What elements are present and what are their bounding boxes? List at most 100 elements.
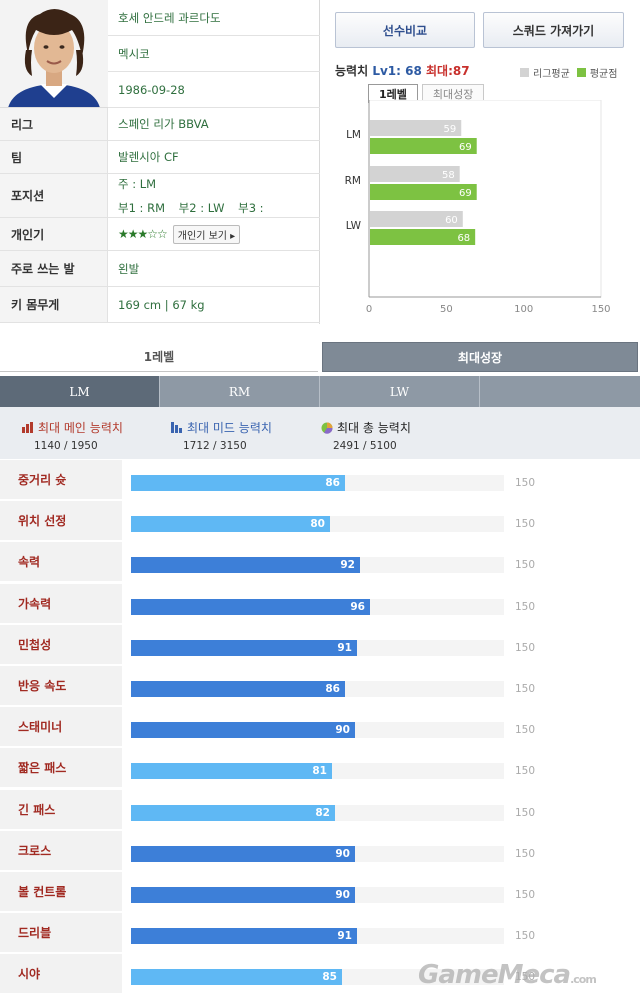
tab-max-growth[interactable]: 최대성장	[322, 342, 638, 372]
chart-x-tick-label: 100	[514, 304, 533, 315]
stat-max-value: 150	[515, 642, 536, 654]
player-info-panel: 호세 안드레 과르다도 멕시코 1986-09-28 리그 스페인 리가 BBV…	[0, 0, 320, 324]
body-value: 169 cm | 67 kg	[118, 297, 205, 312]
info-row-popularity: 개인기 ★★★☆☆ 개인기 보기 ▸	[0, 218, 320, 251]
tab-position-lw[interactable]: LW	[320, 376, 480, 407]
player-name: 호세 안드레 과르다도	[108, 0, 320, 36]
bar-chart-blue-icon	[171, 422, 182, 433]
stat-label: 속력	[0, 542, 122, 582]
tab-position-lm[interactable]: LM	[0, 376, 160, 407]
stat-row: 긴 패스 82 150	[0, 790, 640, 831]
stat-label: 반응 속도	[0, 666, 122, 706]
stat-track: 91	[131, 640, 504, 656]
info-row-team: 팀 발렌시아 CF	[0, 141, 320, 174]
summary-main-label: 최대 메인 능력치	[38, 421, 123, 435]
stat-bar: 92	[131, 557, 360, 573]
league-value: 스페인 리가 BBVA	[118, 117, 209, 131]
stat-row: 속력 92 150	[0, 542, 640, 583]
chart-x-tick-label: 0	[366, 304, 372, 315]
foot-label: 주로 쓰는 발	[0, 251, 108, 286]
stat-label: 가속력	[0, 584, 122, 624]
position-tabs: LM RM LW	[0, 376, 640, 407]
ability-panel: 선수비교 스쿼드 가져가기 능력치 Lv1: 68 최대:87 리그평균 평균점…	[320, 0, 640, 324]
stat-bar: 81	[131, 763, 332, 779]
popularity-view-button[interactable]: 개인기 보기 ▸	[172, 224, 241, 244]
stat-label: 시야	[0, 954, 122, 994]
chart-x-tick-label: 150	[591, 304, 610, 315]
stat-bar: 91	[131, 928, 357, 944]
chart-data-label: 68	[457, 233, 470, 244]
popularity-label: 개인기	[0, 218, 108, 250]
chart-bar-player-average	[370, 184, 477, 200]
sub-position-2: 부2 : LW	[178, 200, 225, 215]
chart-data-label: 58	[442, 170, 455, 181]
body-label: 키 몸무게	[0, 287, 108, 322]
stat-max-value: 150	[515, 477, 536, 489]
position-label: 포지션	[0, 174, 108, 217]
stat-row: 크로스 90 150	[0, 831, 640, 872]
stat-label: 크로스	[0, 831, 122, 871]
sub-positions: 부1 : RM 부2 : LW 부3 :	[118, 200, 274, 216]
summary-main: 최대 메인 능력치 1140 / 1950	[22, 419, 123, 452]
team-label: 팀	[0, 141, 108, 173]
chart-category-label: LW	[346, 220, 362, 232]
position-value: 주 : LM 부1 : RM 부2 : LW 부3 :	[108, 174, 320, 217]
stat-max-value: 150	[515, 765, 536, 777]
stat-bar: 86	[131, 681, 345, 697]
stat-max-value: 150	[515, 848, 536, 860]
player-avatar-image	[0, 0, 108, 107]
stat-track: 91	[131, 928, 504, 944]
stat-bar: 96	[131, 599, 370, 615]
pie-chart-icon	[321, 422, 333, 434]
legend-avg-swatch	[576, 68, 586, 77]
summary-mid: 최대 미드 능력치 1712 / 3150	[171, 419, 272, 452]
tab-position-rm[interactable]: RM	[160, 376, 320, 407]
stat-label: 드리블	[0, 913, 122, 953]
stat-max-value: 150	[515, 889, 536, 901]
sub-position-1: 부1 : RM	[118, 200, 165, 215]
take-squad-button[interactable]: 스쿼드 가져가기	[483, 12, 624, 48]
chart-legend: 리그평균 평균점	[520, 65, 617, 80]
summary-total-label: 최대 총 능력치	[337, 421, 411, 435]
stat-bar: 82	[131, 805, 335, 821]
chart-bar-league-average	[370, 166, 460, 182]
stat-row: 시야 85 150	[0, 954, 640, 995]
stat-bar: 90	[131, 846, 355, 862]
player-birth: 1986-09-28	[108, 72, 320, 108]
stat-row: 위치 선정 80 150	[0, 501, 640, 542]
summary-total: 최대 총 능력치 2491 / 5100	[321, 419, 411, 452]
tab-level-1[interactable]: 1레벨	[0, 342, 318, 372]
stat-label: 위치 선정	[0, 501, 122, 541]
chart-bar-league-average	[370, 211, 463, 227]
stat-row: 스태미너 90 150	[0, 707, 640, 748]
stat-max-value: 150	[515, 807, 536, 819]
main-position: 주 : LM	[118, 176, 157, 191]
stat-max-value: 150	[515, 601, 536, 613]
level-tabs: 1레벨 최대성장	[0, 342, 640, 374]
stat-track: 80	[131, 516, 504, 532]
chart-bar-player-average	[370, 138, 477, 154]
stat-bar: 85	[131, 969, 342, 985]
stat-row: 민첩성 91 150	[0, 625, 640, 666]
stat-track: 85	[131, 969, 504, 985]
stat-track: 86	[131, 681, 504, 697]
summary-mid-label: 최대 미드 능력치	[187, 421, 272, 435]
stat-max-value: 150	[515, 518, 536, 530]
stat-track: 86	[131, 475, 504, 491]
league-label: 리그	[0, 108, 108, 140]
chart-bar-league-average	[370, 120, 462, 136]
stat-label: 스태미너	[0, 707, 122, 747]
player-profile: 호세 안드레 과르다도 멕시코 1986-09-28 리그 스페인 리가 BBV…	[0, 0, 640, 324]
stat-track: 82	[131, 805, 504, 821]
summary-total-value: 2491 / 5100	[333, 440, 397, 452]
stat-bar: 90	[131, 887, 355, 903]
ability-max-value: 최대:87	[426, 64, 470, 78]
chart-bar-player-average	[370, 229, 476, 245]
stat-row: 중거리 슛 86 150	[0, 460, 640, 501]
compare-player-button[interactable]: 선수비교	[335, 12, 475, 48]
stat-max-value: 150	[515, 971, 536, 983]
stat-bar: 86	[131, 475, 345, 491]
watermark-logo: GameMeca.com	[418, 960, 597, 990]
stat-track: 92	[131, 557, 504, 573]
info-row-body: 키 몸무게 169 cm | 67 kg	[0, 287, 320, 323]
